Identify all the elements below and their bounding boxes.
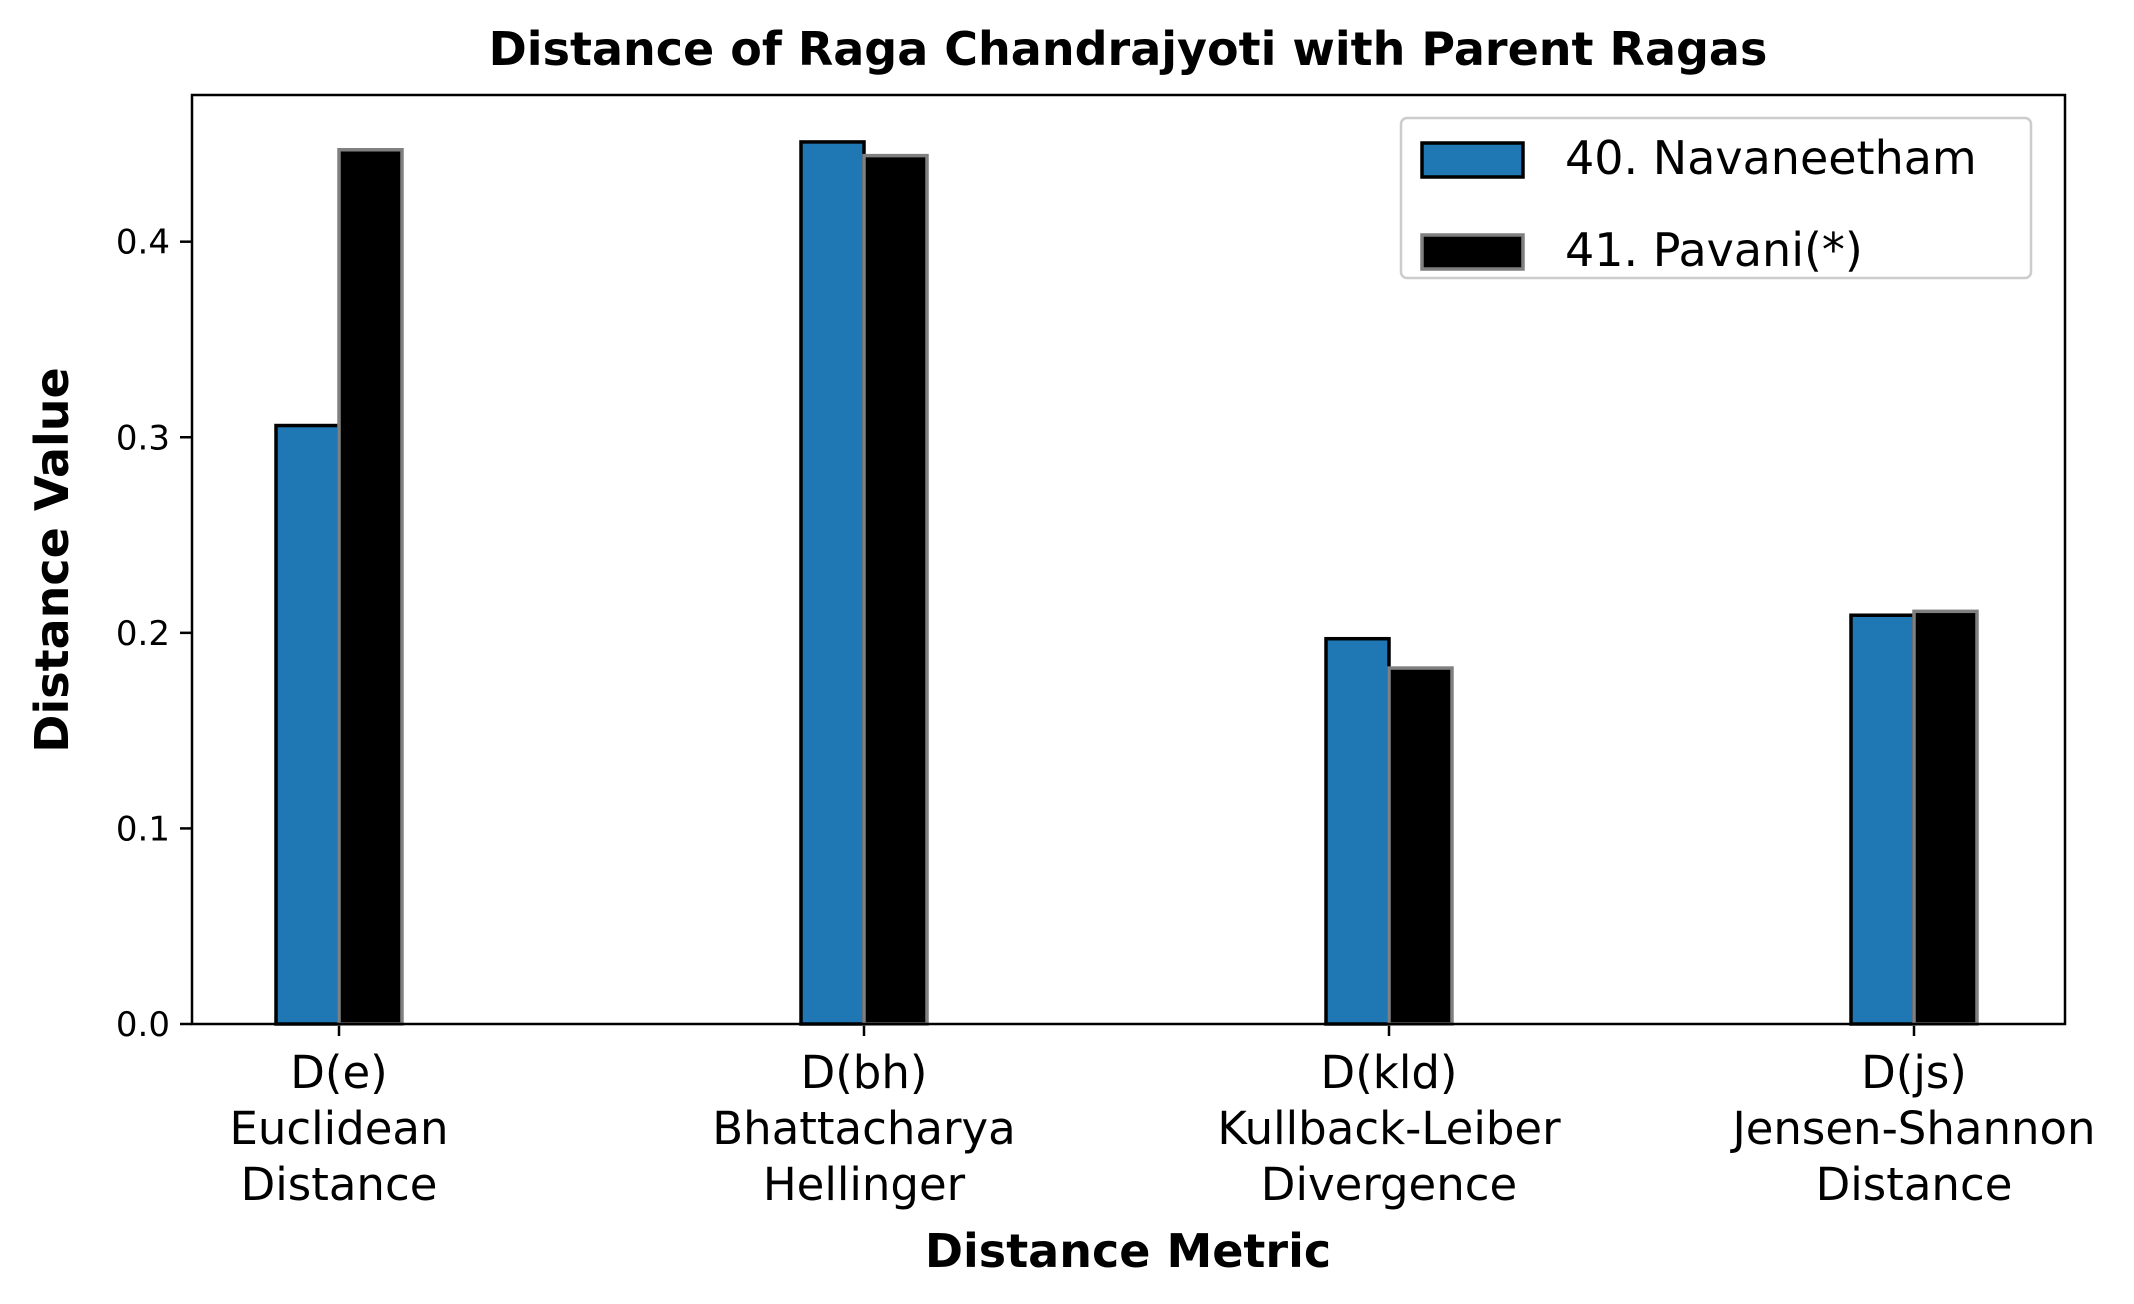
x-tick-label: Hellinger — [763, 1158, 966, 1211]
y-axis-label: Distance Value — [25, 367, 79, 752]
legend-label: 41. Pavani(*) — [1565, 223, 1863, 277]
x-tick-label: Kullback-Leiber — [1217, 1102, 1561, 1155]
legend-swatch — [1420, 233, 1525, 271]
x-tick-label: Jensen-Shannon — [1729, 1102, 2095, 1155]
y-tick-label: 0.0 — [116, 1005, 170, 1045]
y-tick-label: 0.1 — [116, 809, 170, 849]
y-axis-ticks: 0.0 0.1 0.2 0.3 0.4 — [116, 223, 192, 1045]
bar-series-group — [274, 140, 1979, 1026]
x-axis-ticks: D(e)EuclideanDistanceD(bh)BhattacharyaHe… — [229, 1024, 2096, 1211]
chart-title: Distance of Raga Chandrajyoti with Paren… — [489, 22, 1768, 76]
bar-pavani-2 — [1387, 666, 1454, 1026]
bar-pavani-0 — [337, 148, 404, 1026]
x-tick-label: Distance — [1816, 1158, 2013, 1211]
bar-navaneetham-2 — [1324, 636, 1391, 1026]
legend: 40. Navaneetham 41. Pavani(*) — [1399, 116, 2033, 280]
bar-navaneetham-3 — [1849, 613, 1916, 1026]
x-tick-label: D(e) — [290, 1046, 387, 1099]
x-tick-label: Bhattacharya — [712, 1102, 1015, 1155]
x-tick-label: D(bh) — [801, 1046, 928, 1099]
bar-pavani-3 — [1912, 609, 1979, 1026]
plot-area-frame — [190, 93, 2067, 1026]
x-tick-label: Divergence — [1261, 1158, 1517, 1211]
bar-navaneetham-1 — [799, 140, 866, 1026]
bar-navaneetham-0 — [274, 423, 341, 1026]
y-tick-label: 0.4 — [116, 223, 170, 263]
x-tick-label: Euclidean — [229, 1102, 448, 1155]
y-tick-label: 0.2 — [116, 614, 170, 654]
y-tick-label: 0.3 — [116, 418, 170, 458]
bar-pavani-1 — [862, 153, 929, 1026]
x-tick-label: Distance — [241, 1158, 438, 1211]
x-tick-label: D(kld) — [1321, 1046, 1458, 1099]
x-tick-label: D(js) — [1861, 1046, 1967, 1099]
legend-label: 40. Navaneetham — [1565, 131, 1977, 185]
legend-frame — [1399, 116, 2033, 280]
legend-swatch — [1420, 141, 1525, 179]
x-axis-label: Distance Metric — [925, 1224, 1331, 1278]
